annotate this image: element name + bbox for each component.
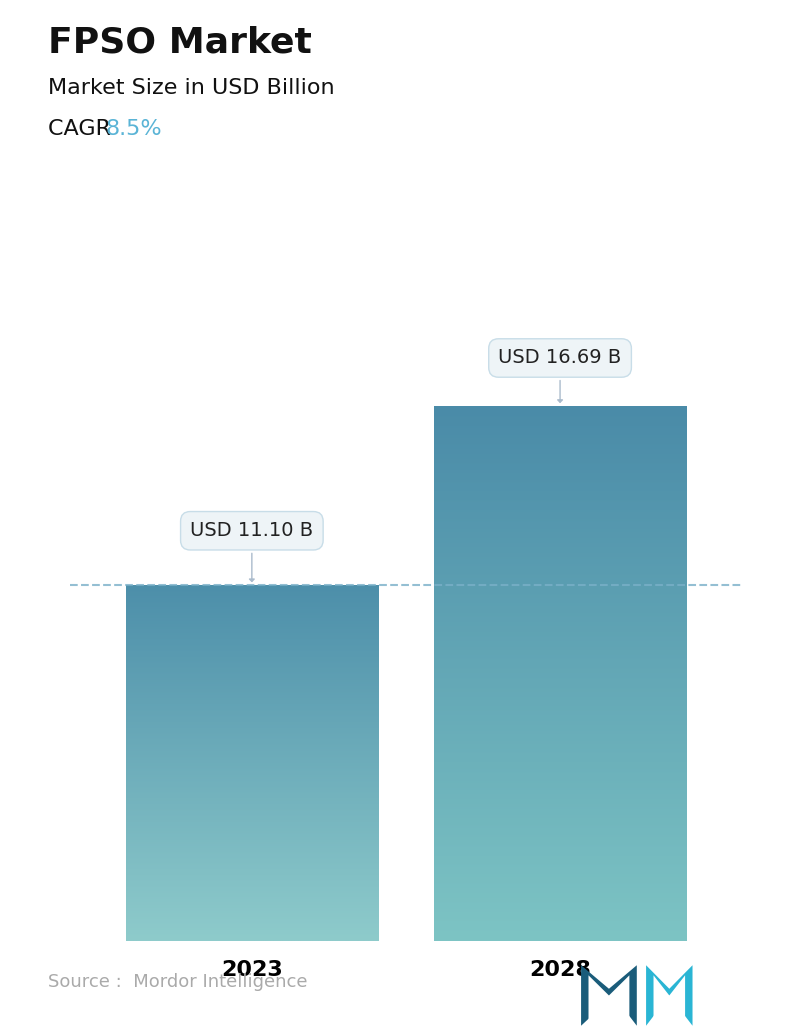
Text: Market Size in USD Billion: Market Size in USD Billion [48, 78, 334, 97]
Text: USD 11.10 B: USD 11.10 B [190, 521, 314, 581]
Text: CAGR: CAGR [48, 119, 118, 139]
Text: 8.5%: 8.5% [105, 119, 162, 139]
Polygon shape [654, 975, 685, 1026]
Polygon shape [646, 966, 693, 1026]
Text: Source :  Mordor Intelligence: Source : Mordor Intelligence [48, 973, 307, 991]
Text: USD 16.69 B: USD 16.69 B [498, 348, 622, 402]
Polygon shape [588, 975, 630, 1026]
Text: FPSO Market: FPSO Market [48, 26, 312, 60]
Polygon shape [581, 966, 637, 1026]
